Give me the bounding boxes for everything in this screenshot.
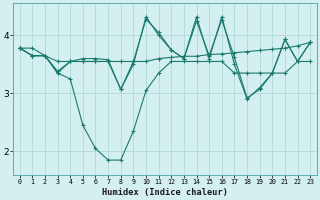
X-axis label: Humidex (Indice chaleur): Humidex (Indice chaleur) [102, 188, 228, 197]
